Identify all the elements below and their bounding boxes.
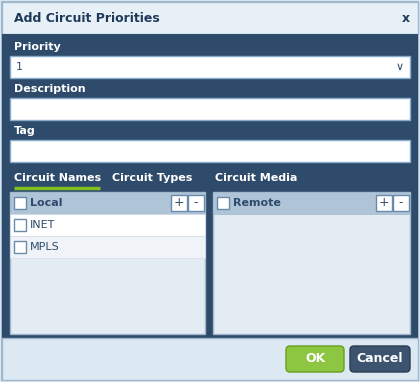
Bar <box>14 197 26 209</box>
Bar <box>188 195 204 211</box>
Bar <box>14 241 26 253</box>
Text: Remote: Remote <box>233 198 281 208</box>
Text: +: + <box>174 196 184 209</box>
Bar <box>10 214 205 236</box>
Bar <box>10 192 205 334</box>
Bar <box>14 219 26 231</box>
Bar <box>393 195 409 211</box>
Text: x: x <box>402 11 410 24</box>
Bar <box>2 2 418 34</box>
Text: Tag: Tag <box>14 126 36 136</box>
Bar <box>213 192 410 214</box>
Text: 1: 1 <box>16 62 23 72</box>
Bar <box>10 56 410 78</box>
Text: Local: Local <box>30 198 63 208</box>
Bar <box>376 195 392 211</box>
Text: Cancel: Cancel <box>357 353 403 366</box>
FancyBboxPatch shape <box>286 346 344 372</box>
Text: Circuit Types: Circuit Types <box>112 173 192 183</box>
Bar <box>2 338 418 380</box>
Text: INET: INET <box>30 220 55 230</box>
Text: Add Circuit Priorities: Add Circuit Priorities <box>14 11 160 24</box>
Text: ∨: ∨ <box>396 62 404 72</box>
Text: OK: OK <box>305 353 325 366</box>
Text: Description: Description <box>14 84 86 94</box>
FancyBboxPatch shape <box>350 346 410 372</box>
Bar <box>217 197 229 209</box>
Bar <box>10 192 205 214</box>
Text: Circuit Media: Circuit Media <box>215 173 297 183</box>
Text: -: - <box>399 196 403 209</box>
Text: MPLS: MPLS <box>30 242 60 252</box>
Bar <box>10 140 410 162</box>
Text: Circuit Names: Circuit Names <box>14 173 101 183</box>
Bar <box>171 195 187 211</box>
Bar <box>10 98 410 120</box>
Bar <box>213 192 410 334</box>
Text: -: - <box>194 196 198 209</box>
Text: +: + <box>379 196 389 209</box>
Bar <box>2 34 418 338</box>
Bar <box>10 236 205 258</box>
Text: Priority: Priority <box>14 42 61 52</box>
